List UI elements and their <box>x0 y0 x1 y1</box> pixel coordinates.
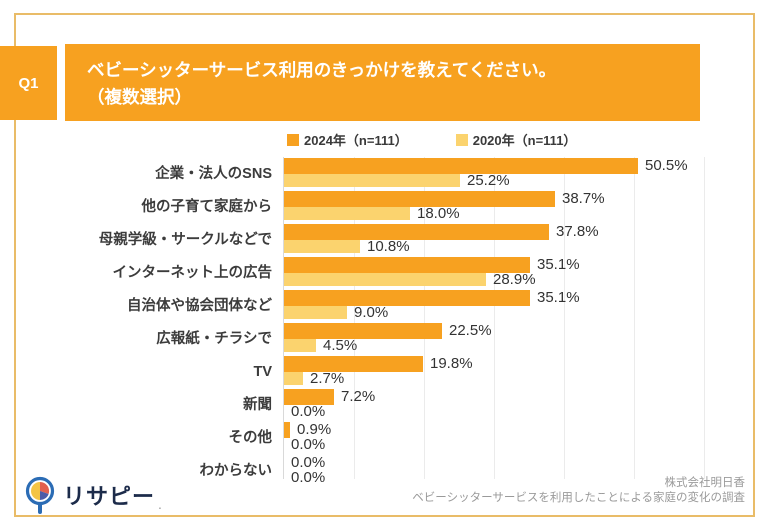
bar-2024-5 <box>284 323 442 339</box>
legend-item-2020: 2020年（n=111） <box>455 130 577 149</box>
question-title-box: ベビーシッターサービス利用のきっかけを教えてください。 （複数選択） <box>65 44 700 121</box>
bar-2024-1 <box>284 191 555 207</box>
bar-2024-8 <box>284 422 290 438</box>
gridline-30 <box>494 157 495 479</box>
gridline-60 <box>704 157 705 479</box>
category-label-8: その他 <box>228 430 273 446</box>
source-survey-name: ベビーシッターサービスを利用したことによる家庭の変化の調査 <box>412 491 745 504</box>
value-label-2024-6: 19.8% <box>430 355 473 372</box>
value-label-2024-2: 37.8% <box>556 223 599 240</box>
legend-swatch-2020-icon <box>455 133 468 146</box>
value-label-2020-2: 10.8% <box>367 238 410 255</box>
bar-2020-2 <box>284 240 360 253</box>
value-label-2024-1: 38.7% <box>562 190 605 207</box>
bar-2024-2 <box>284 224 549 240</box>
category-label-3: インターネット上の広告 <box>112 265 273 281</box>
question-title-line1: ベビーシッターサービス利用のきっかけを教えてください。 <box>87 60 557 80</box>
legend-item-2024: 2024年（n=111） <box>287 130 408 149</box>
value-label-2024-9: 0.0% <box>291 454 326 471</box>
logo-pie-magnifier-icon <box>25 476 55 514</box>
gridline-10 <box>354 157 355 479</box>
value-label-2020-6: 2.7% <box>310 370 345 387</box>
category-label-9: わからない <box>199 463 273 479</box>
source-attribution: 株式会社明日香 ベビーシッターサービスを利用したことによる家庭の変化の調査 <box>412 476 745 506</box>
bar-chart-plot-area: 50.5% 25.2% 38.7% 18.0% 37.8% 10.8% 35.1% 28.9%… <box>283 157 708 486</box>
bar-2020-1 <box>284 207 410 220</box>
bar-2024-7 <box>284 389 334 405</box>
value-label-2024-4: 35.1% <box>537 289 580 306</box>
legend-label-2020: 2020年（n=111） <box>472 133 577 148</box>
question-title-line2: （複数選択） <box>87 87 192 108</box>
bar-2024-6 <box>284 356 423 372</box>
logo-dot: . <box>158 496 162 512</box>
legend-swatch-2024-icon <box>287 133 299 146</box>
value-label-2024-5: 22.5% <box>449 322 492 339</box>
brand-logo: リサピー . <box>24 476 162 514</box>
value-label-2020-1: 18.0% <box>417 205 460 222</box>
value-label-2024-7: 7.2% <box>341 388 376 405</box>
bar-2024-0 <box>284 158 638 174</box>
category-label-6: TV <box>253 364 272 380</box>
category-label-5: 広報紙・チラシで <box>156 331 272 347</box>
category-label-7: 新聞 <box>243 397 272 413</box>
value-label-2020-5: 4.5% <box>323 337 358 354</box>
category-label-0: 企業・法人のSNS <box>155 166 272 182</box>
logo-text: リサピー <box>63 484 156 509</box>
gridline-20 <box>424 157 425 479</box>
category-label-2: 母親学級・サークルなどで <box>98 232 272 248</box>
value-label-2024-3: 35.1% <box>537 256 580 273</box>
gridline-40 <box>564 157 565 479</box>
value-label-2020-9: 0.0% <box>291 469 326 486</box>
value-label-2024-0: 50.5% <box>645 157 688 174</box>
bar-2020-6 <box>284 372 303 385</box>
bar-2020-4 <box>284 306 347 319</box>
y-axis-line <box>283 157 284 479</box>
value-label-2020-0: 25.2% <box>467 172 510 189</box>
category-label-4: 自治体や協会団体など <box>127 298 272 314</box>
value-label-2020-7: 0.0% <box>291 403 326 420</box>
question-number-badge: Q1 <box>0 46 57 120</box>
bar-2024-4 <box>284 290 530 306</box>
bar-2020-3 <box>284 273 486 286</box>
category-label-1: 他の子育て家庭から <box>141 199 273 215</box>
value-label-2020-4: 9.0% <box>354 304 389 321</box>
chart-legend: 2024年（n=111） 2020年（n=111） <box>287 130 576 149</box>
source-company: 株式会社明日香 <box>664 477 746 489</box>
bar-2024-3 <box>284 257 530 273</box>
bar-2020-0 <box>284 174 460 187</box>
value-label-2020-3: 28.9% <box>493 271 536 288</box>
gridline-50 <box>634 157 635 479</box>
value-label-2020-8: 0.0% <box>291 436 326 453</box>
question-number: Q1 <box>18 74 39 92</box>
value-label-2024-8: 0.9% <box>297 421 332 438</box>
legend-label-2024: 2024年（n=111） <box>304 133 408 148</box>
bar-2020-5 <box>284 339 316 352</box>
